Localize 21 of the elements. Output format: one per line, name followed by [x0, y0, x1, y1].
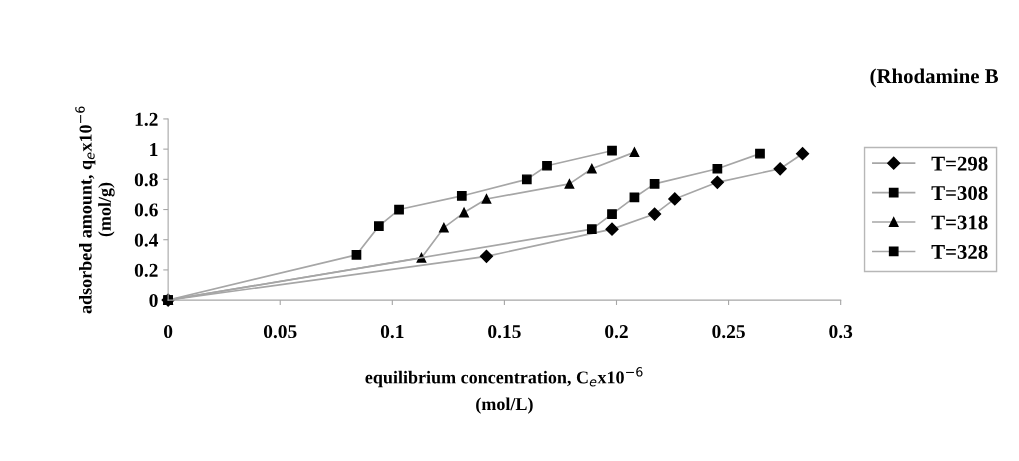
- x-tick-label: 0.05: [263, 324, 297, 339]
- x-tick-label: 0.1: [380, 324, 404, 339]
- text: equilibrium concentration, C$_{e}$x10$^{−6}$ (mol/L): [365, 367, 643, 414]
- x-tick-label: 0.25: [712, 324, 745, 339]
- text: adsorbed amount, q$_{e}$x10$^{−6}$ (mol/g): [75, 106, 115, 314]
- x-tick-label: 0.15: [488, 324, 521, 339]
- legend-label: T=308: [931, 186, 988, 201]
- y-tick-label: 0.6: [134, 203, 158, 217]
- y-tick-label: 0: [149, 293, 158, 308]
- y-tick-label: 1.2: [135, 112, 158, 126]
- y-tick-label: 0.2: [134, 263, 158, 277]
- legend-label: T=298: [931, 156, 988, 171]
- legend-label: T=328: [931, 244, 988, 259]
- x-tick-label: 0.3: [829, 324, 853, 339]
- x-tick-label: 0.2: [605, 324, 628, 339]
- y-tick-label: 1: [150, 143, 158, 156]
- text: (Rhodamine B: [870, 68, 999, 88]
- legend-label: T=318: [931, 215, 988, 230]
- x-tick-label: 0: [164, 324, 173, 339]
- y-tick-label: 0.4: [134, 233, 159, 247]
- y-tick-label: 0.8: [134, 173, 158, 187]
